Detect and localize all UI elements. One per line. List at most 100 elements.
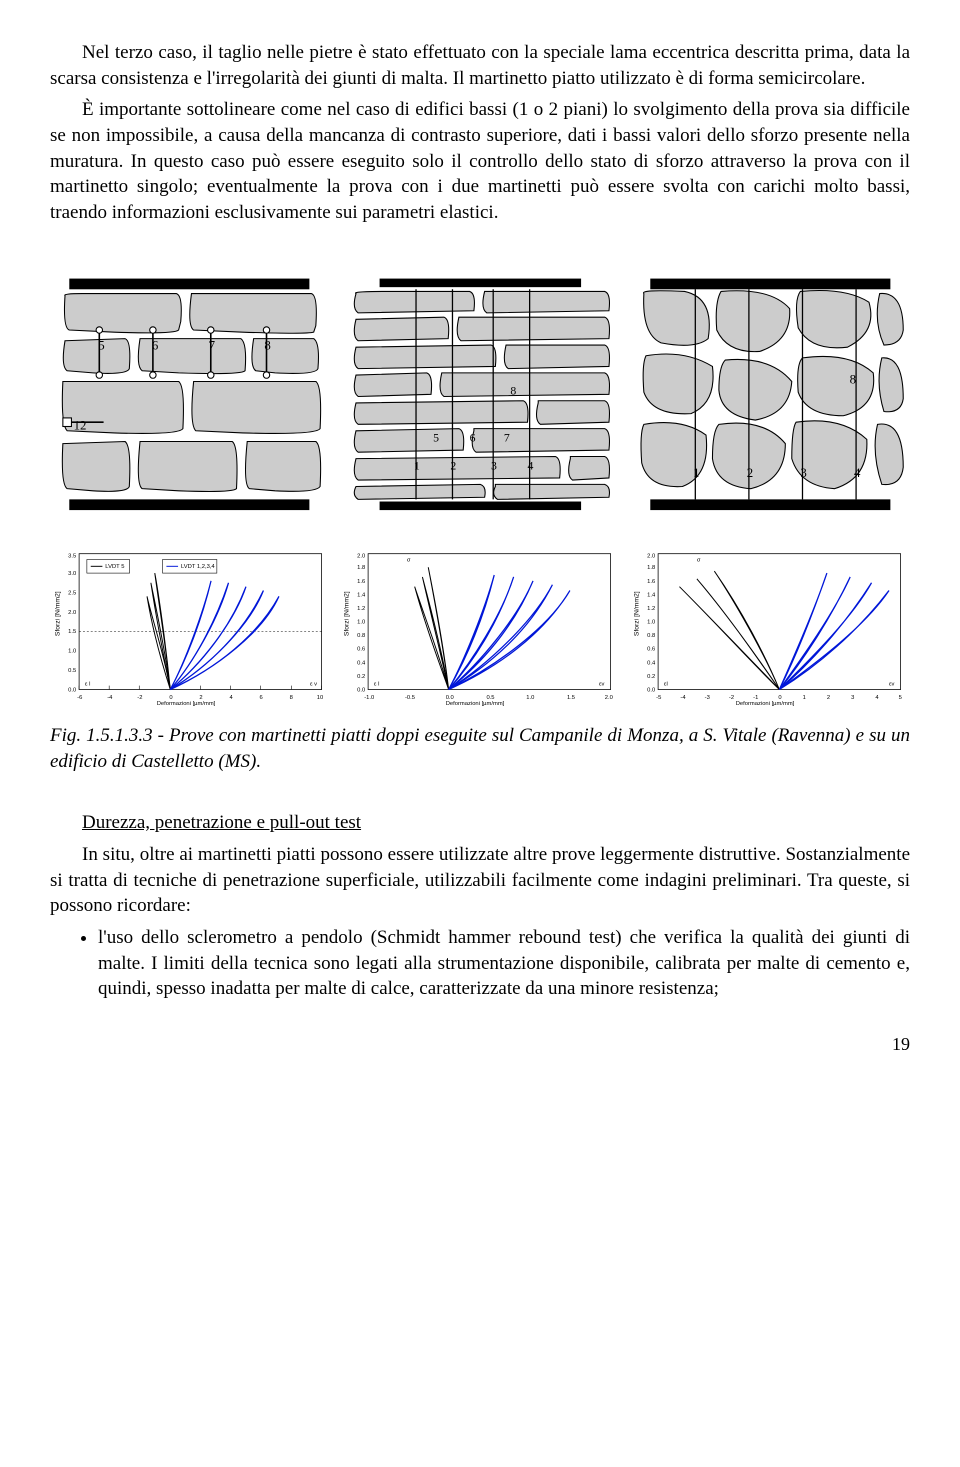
svg-text:10: 10 <box>317 695 323 701</box>
chart-c-ylabel: Sforzi [N/mm2] <box>633 591 640 636</box>
svg-text:1.2: 1.2 <box>647 606 655 612</box>
svg-text:-4: -4 <box>107 695 113 701</box>
charts-row: Sforzi [N/mm2] -6-4-2 024 6810 0.00.51.0… <box>50 544 910 709</box>
svg-text:5: 5 <box>898 695 901 701</box>
paragraph-3: In situ, oltre ai martinetti piatti poss… <box>50 842 910 919</box>
svg-text:0.8: 0.8 <box>357 633 365 639</box>
svg-text:-0.5: -0.5 <box>405 695 415 701</box>
svg-text:0.6: 0.6 <box>647 647 655 653</box>
svg-text:1.8: 1.8 <box>647 565 655 571</box>
svg-text:1.0: 1.0 <box>357 620 365 626</box>
chart-c: Sforzi [N/mm2] -5-4-3 -2-10 123 45 0.00.… <box>629 544 910 709</box>
svg-text:1.0: 1.0 <box>68 649 76 655</box>
masonry-c-label-8: 8 <box>850 373 856 387</box>
masonry-a-label-12: 12 <box>74 419 87 433</box>
svg-text:1.4: 1.4 <box>647 593 656 599</box>
svg-text:8: 8 <box>290 695 293 701</box>
masonry-b-label-8: 8 <box>510 385 516 398</box>
svg-text:1.6: 1.6 <box>357 579 365 585</box>
masonry-c-label-3: 3 <box>801 466 807 480</box>
masonry-figure-b: 1 2 3 4 5 6 7 8 <box>341 255 620 534</box>
paragraph-1: Nel terzo caso, il taglio nelle pietre è… <box>50 40 910 91</box>
chart-b: Sforzi [N/mm2] -1.0-0.50.0 0.51.01.52.0 … <box>339 544 620 709</box>
masonry-figures-row: 5 6 7 8 12 <box>50 255 910 534</box>
section-title: Durezza, penetrazione e pull-out test <box>82 812 361 833</box>
svg-text:3.0: 3.0 <box>68 571 76 577</box>
svg-text:1.4: 1.4 <box>357 593 366 599</box>
svg-text:0.6: 0.6 <box>357 647 365 653</box>
svg-text:1: 1 <box>802 695 805 701</box>
figure-caption: Fig. 1.5.1.3.3 - Prove con martinetti pi… <box>50 723 910 774</box>
svg-text:1.6: 1.6 <box>647 579 655 585</box>
svg-text:4: 4 <box>875 695 879 701</box>
masonry-figure-c: 1 2 3 4 8 <box>631 255 910 534</box>
svg-text:-2: -2 <box>729 695 734 701</box>
masonry-c-label-2: 2 <box>747 466 753 480</box>
svg-text:2.0: 2.0 <box>357 554 365 560</box>
masonry-a-label-5: 5 <box>98 339 104 353</box>
svg-text:1.0: 1.0 <box>527 695 535 701</box>
svg-text:3: 3 <box>851 695 854 701</box>
svg-text:0.0: 0.0 <box>357 688 365 694</box>
masonry-b-label-1: 1 <box>414 460 420 473</box>
svg-text:-3: -3 <box>704 695 709 701</box>
svg-text:2: 2 <box>827 695 830 701</box>
chart-a-ylabel: Sforzi [N/mm2] <box>55 591 62 636</box>
svg-text:0.2: 0.2 <box>357 674 365 680</box>
masonry-b-label-7: 7 <box>504 432 510 445</box>
svg-text:3.5: 3.5 <box>68 554 76 560</box>
masonry-b-label-3: 3 <box>491 460 497 473</box>
svg-text:2.0: 2.0 <box>68 610 76 616</box>
svg-text:6: 6 <box>260 695 263 701</box>
chart-a-legend-1: LVDT 5 <box>105 564 124 570</box>
bullet-1: l'uso dello sclerometro a pendolo (Schmi… <box>98 925 910 1002</box>
svg-text:-6: -6 <box>77 695 82 701</box>
svg-text:0.2: 0.2 <box>647 674 655 680</box>
svg-text:-5: -5 <box>656 695 661 701</box>
chart-c-eps-v: εv <box>889 682 895 688</box>
svg-text:0.4: 0.4 <box>647 660 656 666</box>
masonry-b-label-2: 2 <box>450 460 456 473</box>
masonry-a-label-6: 6 <box>152 339 159 353</box>
chart-b-xlabel: Deformazioni [µm/mm] <box>446 701 505 707</box>
svg-text:1.5: 1.5 <box>68 629 76 635</box>
svg-text:1.5: 1.5 <box>567 695 575 701</box>
masonry-c-label-4: 4 <box>854 466 861 480</box>
chart-a-xlabel: Deformazioni [µm/mm] <box>157 701 216 707</box>
chart-b-eps-l: ε l <box>374 682 380 688</box>
masonry-figure-a: 5 6 7 8 12 <box>50 255 329 534</box>
masonry-a-label-8: 8 <box>264 339 270 353</box>
masonry-b-label-6: 6 <box>469 432 475 445</box>
svg-text:0.0: 0.0 <box>647 688 655 694</box>
svg-text:1.0: 1.0 <box>647 620 655 626</box>
svg-text:-4: -4 <box>680 695 686 701</box>
chart-b-ylabel: Sforzi [N/mm2] <box>344 591 351 636</box>
bullet-list: l'uso dello sclerometro a pendolo (Schmi… <box>98 925 910 1002</box>
svg-text:0.0: 0.0 <box>68 688 76 694</box>
chart-a-eps-v: ε v <box>310 682 317 688</box>
masonry-a-label-7: 7 <box>209 339 216 353</box>
chart-b-eps-v: εv <box>599 682 605 688</box>
chart-c-xlabel: Deformazioni [µm/mm] <box>735 701 794 707</box>
chart-a-eps-l: ε l <box>85 682 91 688</box>
svg-text:1.2: 1.2 <box>357 606 365 612</box>
masonry-c-label-1: 1 <box>694 466 700 480</box>
svg-text:0.5: 0.5 <box>68 668 76 674</box>
svg-text:0.8: 0.8 <box>647 633 655 639</box>
masonry-b-label-5: 5 <box>433 432 439 445</box>
chart-a-legend-2: LVDT 1,2,3,4 <box>181 564 215 570</box>
svg-text:2.5: 2.5 <box>68 591 76 597</box>
svg-text:2.0: 2.0 <box>647 554 655 560</box>
section-heading-line: Durezza, penetrazione e pull-out test <box>50 810 910 836</box>
paragraph-2: È importante sottolineare come nel caso … <box>50 97 910 225</box>
svg-text:1.8: 1.8 <box>357 565 365 571</box>
chart-c-eps-l: εl <box>664 682 668 688</box>
svg-text:-1.0: -1.0 <box>365 695 375 701</box>
page-number: 19 <box>50 1032 910 1056</box>
svg-text:-2: -2 <box>137 695 142 701</box>
masonry-b-label-4: 4 <box>527 460 533 473</box>
chart-c-sigma: σ <box>697 558 701 564</box>
svg-text:4: 4 <box>229 695 233 701</box>
svg-text:2.0: 2.0 <box>605 695 613 701</box>
chart-b-sigma: σ <box>407 558 411 564</box>
